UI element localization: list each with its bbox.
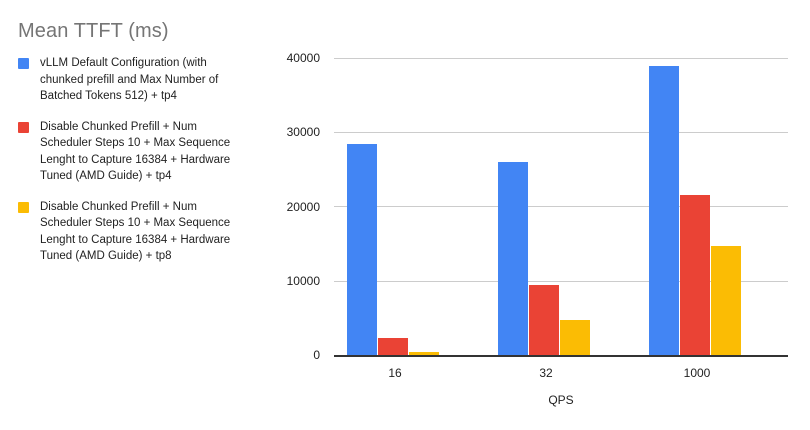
x-axis-tick-label-1: 32 [539,366,553,380]
x-axis-line [334,355,788,357]
x-axis-tick-label-0: 16 [388,366,402,380]
legend-swatch-icon-series-0 [18,58,29,69]
bar-series-1-cat-32[interactable] [529,285,559,355]
legend-item-series-2[interactable]: Disable Chunked Prefill + Num Scheduler … [16,199,248,265]
bar-series-1-cat-16[interactable] [378,338,408,355]
bar-series-0-cat-16[interactable] [347,144,377,355]
legend-label-series-2: Disable Chunked Prefill + Num Scheduler … [40,200,231,263]
y-axis-tick-label: 30000 [286,125,320,140]
bar-group-16 [334,58,457,355]
y-axis-tick-label: 20000 [286,199,320,214]
y-axis-tick-label: 0 [313,348,320,362]
legend-label-series-1: Disable Chunked Prefill + Num Scheduler … [40,120,231,183]
bar-group-32 [485,58,608,355]
y-axis: 40000 30000 20000 10000 0 [244,51,328,362]
chart-legend: vLLM Default Configuration (with chunked… [16,55,248,279]
bar-series-0-cat-32[interactable] [498,161,528,355]
gridline [334,132,788,133]
bar-group-1000 [636,58,759,355]
plot-area [334,58,788,357]
bar-series-1-cat-1000[interactable] [680,194,710,355]
bar-series-0-cat-1000[interactable] [649,66,679,355]
legend-item-series-0[interactable]: vLLM Default Configuration (with chunked… [16,55,248,105]
bar-series-2-cat-1000[interactable] [711,245,741,355]
x-axis-tick-label-2: 1000 [683,366,711,380]
legend-swatch-icon-series-2 [18,201,29,213]
legend-item-series-1[interactable]: Disable Chunked Prefill + Num Scheduler … [16,119,248,185]
chart-title: Mean TTFT (ms) [18,20,169,42]
legend-label-series-0: vLLM Default Configuration (with chunked… [40,57,219,102]
y-axis-tick-label: 10000 [286,273,320,288]
legend-swatch-icon-series-1 [18,121,29,133]
y-axis-tick-label: 40000 [286,51,320,65]
gridline [334,281,788,282]
x-axis-title: QPS [548,393,574,407]
gridline [334,58,788,59]
bar-series-2-cat-16[interactable] [409,352,439,355]
bar-series-2-cat-32[interactable] [560,320,590,355]
gridline [334,206,788,207]
